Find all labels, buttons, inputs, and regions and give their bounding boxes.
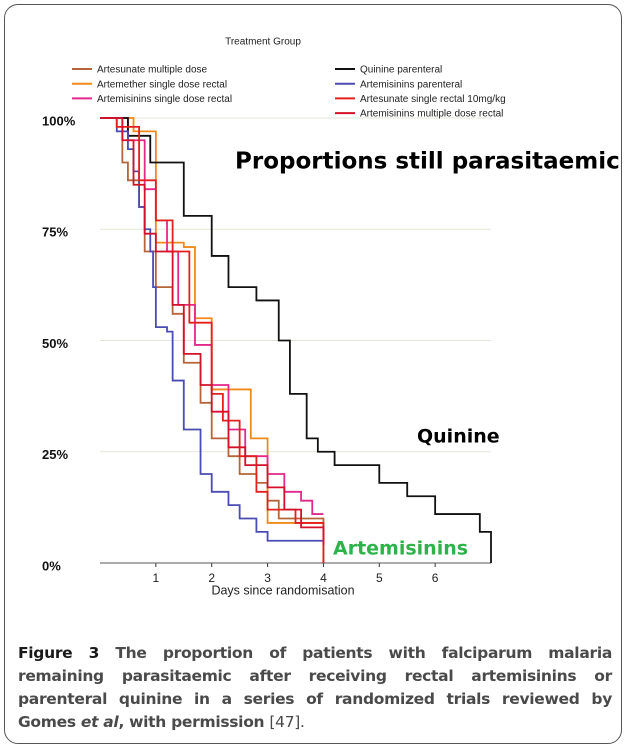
x-axis-label: Days since randomisation (211, 583, 354, 597)
legend-label: Artemether single dose rectal (97, 79, 227, 90)
x-tick-label: 2 (208, 571, 215, 585)
series-line (100, 117, 492, 563)
legend-label: Artemisinins single dose rectal (97, 94, 232, 105)
y-tick-label: 75% (42, 225, 68, 240)
caption-italic: et al (80, 713, 119, 731)
legend-label: Artesunate multiple dose (97, 65, 208, 76)
legend-label: Quinine parenteral (360, 65, 442, 76)
y-tick-label: 0% (42, 558, 61, 573)
annotation: Quinine (417, 426, 500, 448)
annotation: Artemisinins (333, 538, 468, 560)
y-tick-label: 25% (42, 447, 68, 462)
caption: Figure 3 The proportion of patients with… (18, 642, 612, 734)
caption-text-end: , with permission (118, 713, 265, 731)
y-tick-label: 100% (42, 113, 76, 128)
legend-label: Artesunate single rectal 10mg/kg (360, 94, 506, 105)
x-tick-label: 3 (264, 571, 271, 585)
y-tick-label: 50% (42, 336, 68, 351)
x-tick-label: 4 (320, 571, 327, 585)
caption-label: Figure 3 (18, 644, 100, 662)
caption-ref: [47]. (269, 713, 305, 731)
series-line (100, 117, 325, 546)
x-tick-label: 6 (432, 571, 439, 585)
legend-label: Artemisinins multiple dose rectal (360, 109, 503, 120)
x-tick-label: 1 (153, 571, 160, 585)
legend-label: Artemisinins parenteral (360, 79, 462, 90)
caption-text: The proportion of patients with falcipar… (18, 644, 612, 731)
series-line (100, 117, 324, 524)
annotation: Proportions still parasitaemic (235, 149, 620, 175)
legend-title: Treatment Group (225, 37, 301, 48)
x-tick-label: 5 (376, 571, 383, 585)
chart: Treatment Group Days since randomisation… (42, 37, 620, 598)
